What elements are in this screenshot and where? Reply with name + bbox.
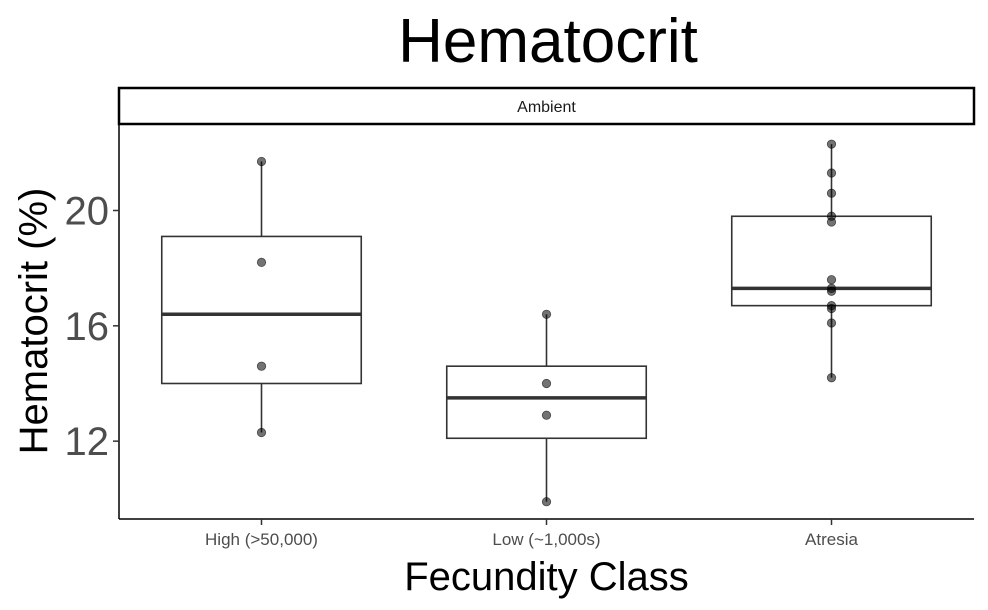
data-point	[541, 309, 552, 319]
y-tick-label: 16	[65, 305, 110, 349]
y-axis-title: Hematocrit (%)	[12, 188, 56, 455]
data-point	[826, 139, 837, 149]
data-point	[256, 361, 267, 371]
data-point	[256, 427, 267, 438]
data-point	[826, 303, 837, 314]
point-series	[256, 139, 837, 507]
data-point	[541, 378, 552, 389]
data-point	[826, 318, 837, 328]
x-tick-label: Atresia	[805, 530, 858, 549]
facet-strip-label: Ambient	[517, 99, 576, 116]
y-tick-label: 20	[65, 189, 110, 233]
facet-strip-box	[117, 86, 976, 126]
y-axis-ticks: 12 16 20	[65, 189, 119, 464]
chart-title: Hematocrit	[398, 7, 698, 76]
data-point	[826, 286, 837, 296]
facet-strip: Ambient	[117, 86, 976, 126]
box-group	[160, 161, 363, 433]
x-axis-title: Fecundity Class	[404, 555, 689, 599]
data-point	[826, 373, 837, 383]
x-tick-label: Low (~1,000s)	[492, 530, 600, 549]
box-group	[730, 144, 933, 378]
data-point	[826, 188, 837, 198]
box-iqr	[445, 365, 648, 440]
x-axis-ticks: High (>50,000) Low (~1,000s) Atresia	[205, 519, 858, 549]
data-point	[826, 275, 837, 285]
data-point	[541, 410, 552, 420]
data-point	[256, 156, 267, 167]
box-series	[160, 144, 933, 502]
data-point	[541, 497, 552, 507]
plot-area: 12 16 20 High (>50,000) Low (~1,000s) Atresi…	[65, 124, 974, 549]
x-tick-label: High (>50,000)	[205, 530, 318, 549]
data-point	[826, 168, 837, 178]
box-group	[445, 314, 648, 502]
y-tick-label: 12	[65, 420, 110, 464]
data-point	[256, 257, 267, 267]
data-point	[826, 217, 837, 227]
